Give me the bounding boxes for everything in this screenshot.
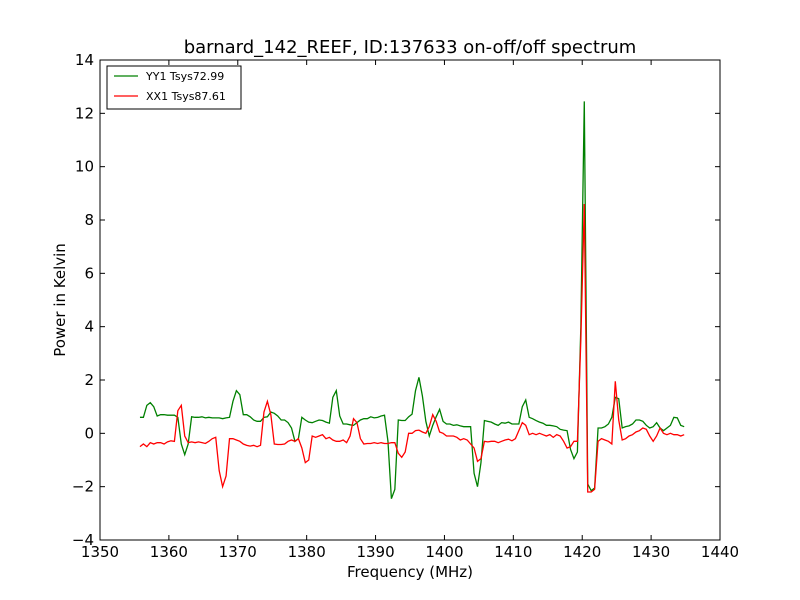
legend-label-xx1: XX1 Tsys87.61: [146, 90, 226, 103]
legend-label-yy1: YY1 Tsys72.99: [145, 70, 224, 83]
series-line-1: [139, 203, 685, 493]
x-tick-label: 1410: [494, 543, 532, 561]
plot-frame: [99, 59, 721, 541]
y-tick-label: 12: [75, 104, 94, 122]
x-tick-label: 1400: [425, 543, 463, 561]
y-tick-label: 8: [84, 211, 94, 229]
y-tick-label: 2: [84, 371, 94, 389]
legend-box: [106, 65, 242, 110]
legend: YY1 Tsys72.99 XX1 Tsys87.61: [106, 65, 242, 110]
x-tick-label: 1440: [701, 543, 739, 561]
y-axis-label: Power in Kelvin: [51, 243, 69, 357]
series-line-0: [139, 101, 685, 499]
x-tick-label: 1430: [632, 543, 670, 561]
y-tick-label: 4: [84, 318, 94, 336]
plot-axes: 1350 1360 1370 1380 1390 1400 1410 1420 1430 1440…: [72, 51, 739, 561]
x-axis-label: Frequency (MHz): [347, 563, 473, 581]
x-tick-label: 1420: [563, 543, 601, 561]
y-tick-label: −4: [72, 531, 94, 549]
x-tick-label: 1360: [150, 543, 188, 561]
y-tick-label: −2: [72, 478, 94, 496]
x-tick-label: 1350: [81, 543, 119, 561]
y-tick-label: 6: [84, 264, 94, 282]
y-tick-label: 0: [84, 424, 94, 442]
plot-lines: [139, 101, 685, 499]
y-tick-label: 10: [75, 158, 94, 176]
x-tick-label: 1390: [356, 543, 394, 561]
x-tick-label: 1380: [288, 543, 326, 561]
y-tick-label: 14: [75, 51, 94, 69]
chart-title: barnard_142_REEF, ID:137633 on-off/off s…: [184, 37, 637, 58]
x-tick-label: 1370: [219, 543, 257, 561]
